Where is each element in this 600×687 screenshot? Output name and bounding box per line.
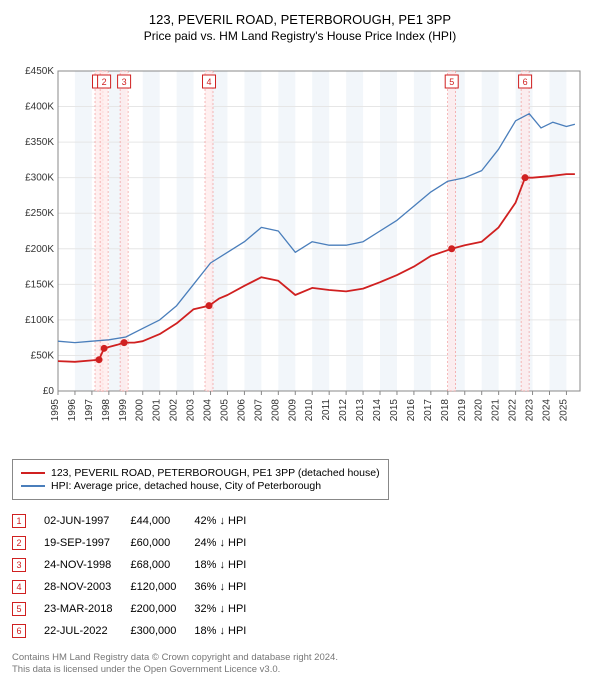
svg-text:£400K: £400K xyxy=(25,102,54,113)
legend: 123, PEVERIL ROAD, PETERBOROUGH, PE1 3PP… xyxy=(12,459,389,500)
svg-text:£300K: £300K xyxy=(25,173,54,184)
svg-text:2008: 2008 xyxy=(270,399,281,422)
svg-text:2009: 2009 xyxy=(287,399,298,422)
footnote-line2: This data is licensed under the Open Gov… xyxy=(12,664,588,676)
svg-text:1999: 1999 xyxy=(118,399,129,422)
sale-delta: 36% ↓ HPI xyxy=(194,576,264,598)
sale-date: 24-NOV-1998 xyxy=(44,554,130,576)
svg-text:2016: 2016 xyxy=(406,399,417,422)
legend-label-property: 123, PEVERIL ROAD, PETERBOROUGH, PE1 3PP… xyxy=(51,467,380,479)
svg-text:6: 6 xyxy=(523,77,528,87)
sale-price: £200,000 xyxy=(130,598,194,620)
svg-text:2006: 2006 xyxy=(236,399,247,422)
table-row: 6 22-JUL-2022£300,00018% ↓ HPI xyxy=(12,620,264,642)
table-row: 3 24-NOV-1998£68,00018% ↓ HPI xyxy=(12,554,264,576)
svg-text:2023: 2023 xyxy=(525,399,536,422)
sale-marker: 6 xyxy=(12,624,26,638)
table-row: 1 02-JUN-1997£44,00042% ↓ HPI xyxy=(12,510,264,532)
sale-marker: 4 xyxy=(12,580,26,594)
sale-delta: 24% ↓ HPI xyxy=(194,532,264,554)
svg-text:2005: 2005 xyxy=(219,399,230,422)
legend-swatch-hpi xyxy=(21,485,45,487)
sale-date: 22-JUL-2022 xyxy=(44,620,130,642)
svg-text:2024: 2024 xyxy=(541,399,552,422)
svg-text:1996: 1996 xyxy=(67,399,78,422)
svg-text:1998: 1998 xyxy=(101,399,112,422)
svg-text:£200K: £200K xyxy=(25,244,54,255)
svg-text:2025: 2025 xyxy=(558,399,569,422)
svg-text:£350K: £350K xyxy=(25,137,54,148)
svg-text:£50K: £50K xyxy=(31,350,55,361)
sale-price: £44,000 xyxy=(130,510,194,532)
sale-date: 02-JUN-1997 xyxy=(44,510,130,532)
table-row: 5 23-MAR-2018£200,00032% ↓ HPI xyxy=(12,598,264,620)
footnote-line1: Contains HM Land Registry data © Crown c… xyxy=(12,652,588,664)
svg-text:2000: 2000 xyxy=(135,399,146,422)
line-chart: £0 £50K £100K £150K £200K £250K £300K £350K £400… xyxy=(10,51,590,451)
sale-delta: 42% ↓ HPI xyxy=(194,510,264,532)
svg-text:2010: 2010 xyxy=(304,399,315,422)
svg-text:£450K: £450K xyxy=(25,66,54,77)
sale-marker: 1 xyxy=(12,514,26,528)
sale-delta: 32% ↓ HPI xyxy=(194,598,264,620)
svg-text:3: 3 xyxy=(122,77,127,87)
svg-text:1995: 1995 xyxy=(50,399,61,422)
sale-delta: 18% ↓ HPI xyxy=(194,620,264,642)
sale-price: £68,000 xyxy=(130,554,194,576)
svg-text:£100K: £100K xyxy=(25,315,54,326)
sale-delta: 18% ↓ HPI xyxy=(194,554,264,576)
svg-text:2021: 2021 xyxy=(491,399,502,422)
sale-price: £60,000 xyxy=(130,532,194,554)
svg-text:£150K: £150K xyxy=(25,279,54,290)
svg-text:£0: £0 xyxy=(43,386,55,397)
svg-text:2003: 2003 xyxy=(186,399,197,422)
svg-text:2020: 2020 xyxy=(474,399,485,422)
sale-marker: 3 xyxy=(12,558,26,572)
sale-date: 19-SEP-1997 xyxy=(44,532,130,554)
svg-text:1997: 1997 xyxy=(84,399,95,422)
svg-text:2001: 2001 xyxy=(152,399,163,422)
svg-text:2022: 2022 xyxy=(508,399,519,422)
chart-title: 123, PEVERIL ROAD, PETERBOROUGH, PE1 3PP xyxy=(10,12,590,27)
svg-text:2011: 2011 xyxy=(321,399,332,421)
svg-text:2012: 2012 xyxy=(338,399,349,422)
sale-marker: 5 xyxy=(12,602,26,616)
sale-price: £300,000 xyxy=(130,620,194,642)
svg-text:2: 2 xyxy=(102,77,107,87)
sale-date: 28-NOV-2003 xyxy=(44,576,130,598)
table-row: 2 19-SEP-1997£60,00024% ↓ HPI xyxy=(12,532,264,554)
chart-subtitle: Price paid vs. HM Land Registry's House … xyxy=(10,29,590,43)
table-row: 4 28-NOV-2003£120,00036% ↓ HPI xyxy=(12,576,264,598)
legend-label-hpi: HPI: Average price, detached house, City… xyxy=(51,480,321,492)
svg-text:£250K: £250K xyxy=(25,208,54,219)
sale-price: £120,000 xyxy=(130,576,194,598)
svg-text:5: 5 xyxy=(449,77,454,87)
svg-text:2019: 2019 xyxy=(457,399,468,422)
svg-text:4: 4 xyxy=(206,77,211,87)
svg-text:2015: 2015 xyxy=(389,399,400,422)
svg-text:2018: 2018 xyxy=(440,399,451,422)
svg-text:2014: 2014 xyxy=(372,399,383,422)
sales-table: 1 02-JUN-1997£44,00042% ↓ HPI 2 19-SEP-1997… xyxy=(12,510,264,642)
svg-text:2007: 2007 xyxy=(253,399,264,422)
legend-swatch-property xyxy=(21,472,45,474)
svg-text:2004: 2004 xyxy=(203,399,214,422)
sale-marker: 2 xyxy=(12,536,26,550)
svg-text:2002: 2002 xyxy=(169,399,180,422)
sale-date: 23-MAR-2018 xyxy=(44,598,130,620)
svg-text:2013: 2013 xyxy=(355,399,366,422)
footnote: Contains HM Land Registry data © Crown c… xyxy=(12,652,588,677)
svg-text:2017: 2017 xyxy=(423,399,434,422)
